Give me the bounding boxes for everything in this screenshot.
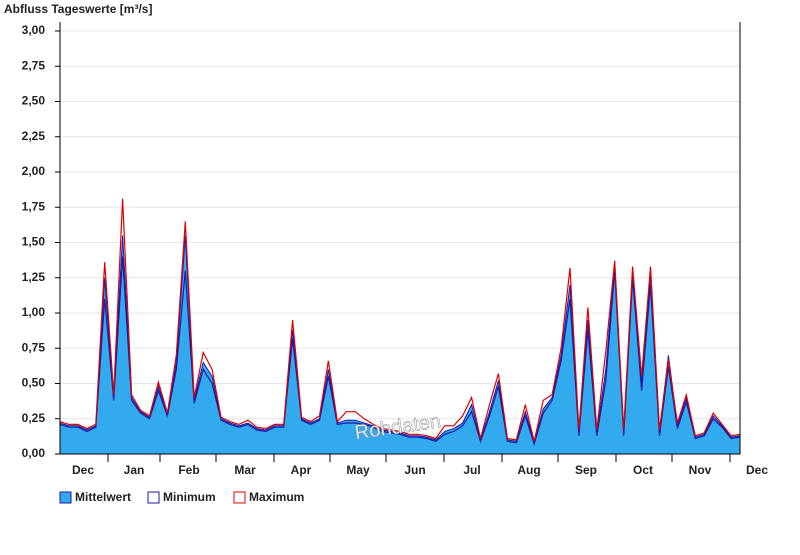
x-tick-label: May <box>346 463 370 477</box>
x-tick-label: Mar <box>234 463 256 477</box>
y-tick-label: 2,50 <box>22 94 46 108</box>
y-tick-label: 1,25 <box>22 270 46 284</box>
y-tick-label: 0,75 <box>22 340 46 354</box>
x-tick-label: Dec <box>72 463 94 477</box>
x-tick-label: Jan <box>124 463 145 477</box>
x-tick-label: Jun <box>404 463 425 477</box>
y-tick-label: 0,00 <box>22 446 46 460</box>
y-tick-label: 2,00 <box>22 164 46 178</box>
legend-label: Maximum <box>249 490 304 504</box>
x-tick-label: Jul <box>463 463 480 477</box>
y-tick-label: 0,25 <box>22 411 46 425</box>
x-tick-label: Dec <box>746 463 768 477</box>
x-tick-label: Oct <box>633 463 653 477</box>
legend-label: Mittelwert <box>75 490 131 504</box>
x-tick-label: Sep <box>575 463 597 477</box>
x-tick-label: Aug <box>517 463 540 477</box>
y-tick-label: 2,75 <box>22 58 46 72</box>
y-tick-label: 1,50 <box>22 235 46 249</box>
y-tick-label: 0,50 <box>22 376 46 390</box>
legend-swatch <box>147 491 160 504</box>
legend-swatch <box>233 491 246 504</box>
y-tick-label: 3,00 <box>22 23 46 37</box>
x-tick-label: Nov <box>689 463 712 477</box>
x-tick-label: Apr <box>291 463 312 477</box>
legend-label: Minimum <box>163 490 216 504</box>
y-tick-label: 2,25 <box>22 129 46 143</box>
chart-title: Abfluss Tageswerte [m³/s] <box>4 2 152 16</box>
x-tick-label: Feb <box>178 463 199 477</box>
y-tick-label: 1,75 <box>22 199 46 213</box>
line <box>59 198 741 442</box>
y-tick-label: 1,00 <box>22 305 46 319</box>
legend-swatch <box>59 491 72 504</box>
